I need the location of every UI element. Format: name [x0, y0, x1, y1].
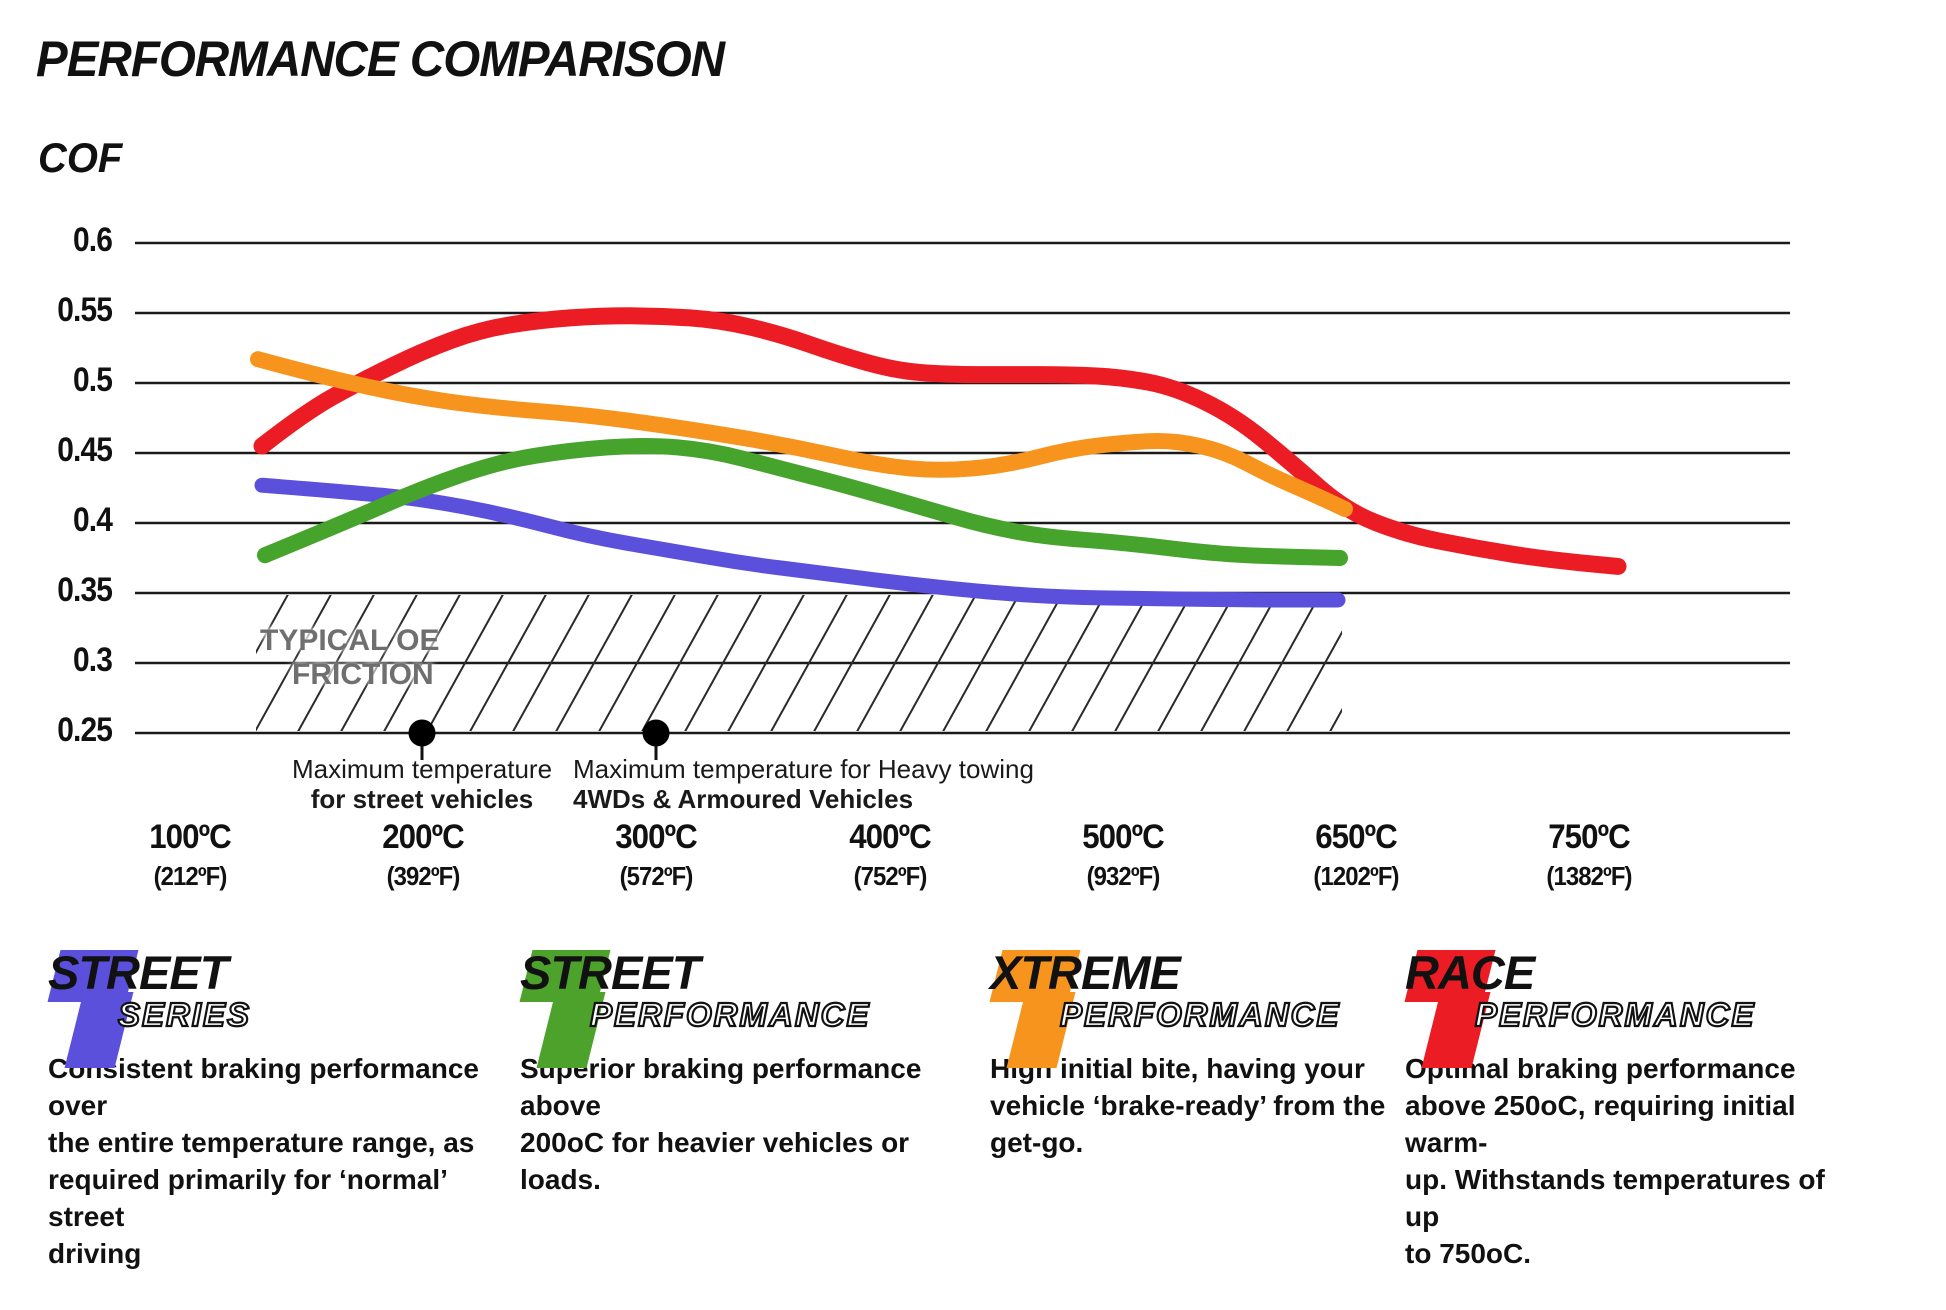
annotation-line2: 4WDs & Armoured Vehicles [573, 784, 914, 814]
hatch-stroke [297, 595, 375, 731]
hatch-stroke [1243, 595, 1321, 731]
logo-title: RACE [1405, 946, 1535, 999]
legend-block: STREET SERIES Consistent braking perform… [47, 946, 488, 1272]
x-tick-750ºC: 750ºC (1382ºF) [1543, 818, 1636, 892]
logo-title: XTREME [990, 946, 1181, 999]
y-tick-label-0.6: 0.6 [73, 221, 113, 259]
x-tick-celsius: 300ºC [615, 818, 698, 856]
hatch-stroke [813, 595, 891, 731]
page-title: PERFORMANCE COMPARISON [36, 31, 725, 87]
x-tick-celsius: 750ºC [1548, 818, 1631, 856]
hatch-stroke [512, 595, 590, 731]
x-tick-300ºC: 300ºC (572ºF) [612, 818, 701, 892]
annotation-line2: for street vehicles [310, 784, 534, 814]
hatch-stroke [256, 595, 289, 655]
hatch-stroke [469, 595, 547, 731]
hatch-stroke [1329, 707, 1342, 731]
x-tick-celsius: 400ºC [849, 818, 932, 856]
hatch-stroke [555, 595, 633, 731]
typical-oe-line1: TYPICAL OE [260, 624, 440, 657]
annotation-line1: Maximum temperature [291, 754, 553, 784]
series-line-street-series [254, 477, 1346, 608]
hatch-stroke [1071, 595, 1149, 731]
annotation-line1: Maximum temperature for Heavy towing [573, 754, 1034, 784]
x-tick-fahrenheit: (752ºF) [853, 861, 928, 891]
hatch-stroke [856, 595, 934, 731]
hatch-stroke [1286, 630, 1342, 731]
x-tick-500ºC: 500ºC (932ºF) [1079, 818, 1168, 892]
x-tick-fahrenheit: (572ºF) [619, 861, 694, 891]
logo-subtitle: PERFORMANCE [1474, 995, 1756, 1034]
x-tick-celsius: 650ºC [1315, 818, 1398, 856]
y-tick-label-0.3: 0.3 [73, 641, 113, 679]
annotation-dot-icon [408, 719, 436, 747]
hatch-stroke [1157, 595, 1235, 731]
legend-block: XTREME PERFORMANCE High initial bite, ha… [989, 946, 1430, 1161]
legend-description: High initial bite, having your vehicle ‘… [990, 1053, 1386, 1158]
hatch-stroke [383, 595, 461, 731]
hatch-stroke [727, 595, 805, 731]
series-line-xtreme-performance [250, 351, 1353, 517]
hatch-stroke [426, 595, 504, 731]
legend-description: Superior braking performance above 200oC… [520, 1053, 922, 1195]
logo-title: STREET [48, 946, 228, 999]
x-tick-650ºC: 650ºC (1202ºF) [1310, 818, 1403, 892]
cof-temperature-chart [135, 241, 1790, 760]
x-tick-celsius: 500ºC [1082, 818, 1165, 856]
x-tick-fahrenheit: (932ºF) [1086, 861, 1161, 891]
hatch-stroke [1114, 595, 1192, 731]
typical-oe-line2: FRICTION [292, 658, 434, 691]
annotation-heavy-towing: Maximum temperature for Heavy towing 4WD… [573, 754, 1034, 814]
legend-description: Optimal braking performance above 250oC,… [1405, 1053, 1825, 1269]
x-tick-fahrenheit: (1382ºF) [1546, 861, 1632, 891]
hatch-stroke [899, 595, 977, 731]
brand-logo: XTREME PERFORMANCE [989, 946, 1430, 1068]
logo-subtitle: PERFORMANCE [589, 995, 871, 1034]
brand-logo: STREET PERFORMANCE [519, 946, 960, 1068]
logo-subtitle: SERIES [117, 995, 252, 1034]
y-tick-label-0.55: 0.55 [57, 291, 113, 329]
x-tick-400ºC: 400ºC (752ºF) [846, 818, 935, 892]
logo-subtitle: PERFORMANCE [1059, 995, 1341, 1034]
hatch-stroke [340, 595, 418, 731]
legend-description: Consistent braking performance over the … [48, 1053, 479, 1269]
annotation-street-vehicles: Maximum temperature for street vehicles [292, 754, 552, 814]
hatch-stroke [641, 595, 719, 731]
y-tick-label-0.45: 0.45 [57, 431, 113, 469]
oe-friction-hatch-zone [256, 595, 1342, 731]
x-tick-100ºC: 100ºC (212ºF) [146, 818, 235, 892]
typical-oe-friction-label: TYPICAL OE FRICTION [260, 624, 439, 692]
x-tick-celsius: 100ºC [149, 818, 232, 856]
x-tick-celsius: 200ºC [382, 818, 465, 856]
legend-block: STREET PERFORMANCE Superior braking perf… [519, 946, 960, 1198]
brand-logo: RACE PERFORMANCE [1404, 946, 1855, 1068]
hatch-stroke [1028, 595, 1106, 731]
legend-block: RACE PERFORMANCE Optimal braking perform… [1404, 946, 1855, 1272]
hatch-stroke [256, 595, 332, 731]
series-line-street-performance [257, 438, 1348, 566]
logo-title: STREET [520, 946, 700, 999]
y-tick-label-0.5: 0.5 [73, 361, 113, 399]
y-axis-title: COF [38, 134, 123, 181]
hatch-stroke [684, 595, 762, 731]
brand-logo: STREET SERIES [47, 946, 488, 1068]
y-tick-label-0.25: 0.25 [57, 711, 113, 749]
hatch-stroke [598, 595, 676, 731]
hatch-stroke [985, 595, 1063, 731]
x-tick-fahrenheit: (1202ºF) [1313, 861, 1399, 891]
hatch-stroke [770, 595, 848, 731]
series-line-race-performance [253, 307, 1627, 575]
y-tick-label-0.4: 0.4 [73, 501, 113, 539]
x-tick-200ºC: 200ºC (392ºF) [379, 818, 468, 892]
x-tick-fahrenheit: (212ºF) [153, 861, 228, 891]
hatch-stroke [1200, 595, 1278, 731]
y-tick-label-0.35: 0.35 [57, 571, 113, 609]
x-tick-fahrenheit: (392ºF) [386, 861, 461, 891]
annotation-dot-icon [642, 719, 670, 747]
hatch-stroke [942, 595, 1020, 731]
